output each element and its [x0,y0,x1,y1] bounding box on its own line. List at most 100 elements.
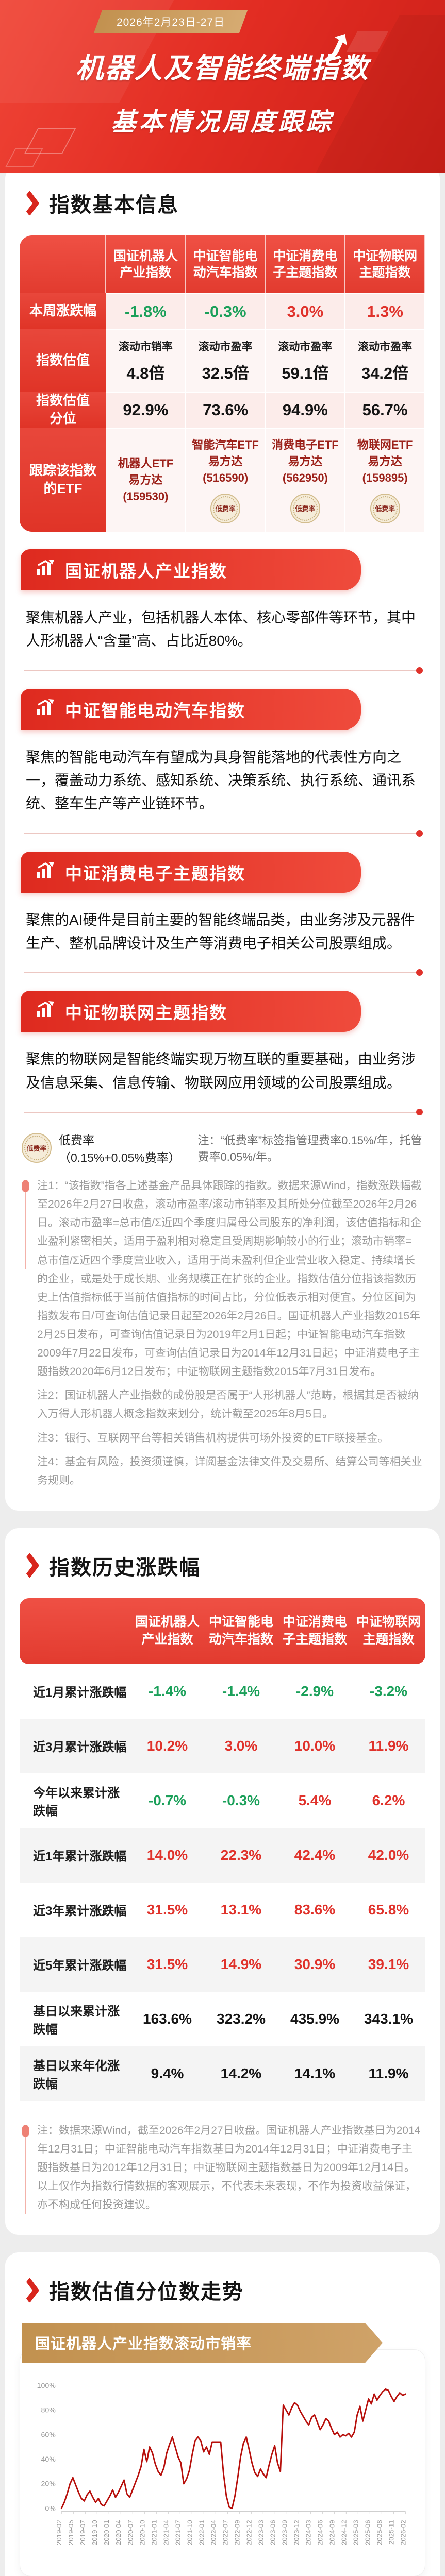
weekly-change-value: -0.3% [186,293,266,329]
index-title-pill: 国证机器人产业指数 [21,549,361,590]
index-title-pill: 中证物联网主题指数 [21,991,361,1032]
period-return-value: 11.9% [368,1737,409,1754]
index-description-list: 国证机器人产业指数聚焦机器人产业，包括机器人本体、核心零部件等环节，其中人形机器… [20,549,425,1116]
header-banner: 2026年2月23日-27日 机器人及智能终端指数 基本情况周度跟踪 [0,0,445,173]
index-column-header: 中证物联网 主题指数 [345,235,425,293]
index-description-text: 聚焦机器人产业，包括机器人本体、核心零部件等环节，其中人形机器人“含量”高、占比… [26,609,416,649]
svg-text:2025-08: 2025-08 [375,2520,383,2546]
svg-text:2019-07: 2019-07 [79,2520,87,2546]
index-title-pill: 中证消费电子主题指数 [21,851,361,893]
etf-name-line: 易方达 [368,455,402,468]
period-return-value: 14.1% [294,2065,336,2081]
chevron-icon [20,2277,40,2303]
index-column-header: 中证消费电 子主题指数 [282,1615,347,1647]
etf-name-line: 物联网ETF [357,438,413,452]
svg-text:2022-01: 2022-01 [197,2520,205,2546]
pin-marker-icon [22,1180,29,1270]
low-fee-badge-icon: 低费率 [290,493,320,523]
section-title: 指数估值分位数走势 [49,2281,244,2304]
period-return-value: -3.2% [369,1683,408,1699]
chart-title-banner: 国证机器人产业指数滚动市销率 [22,2323,383,2363]
period-return-value: 14.9% [220,1956,262,1972]
table-row: 今年以来累计涨跌幅 -0.7% -0.3% 5.4% 6.2% [20,1773,425,1828]
weekly-change-value: -1.8% [106,293,186,329]
valuation-chart-block: 国证机器人产业指数滚动市销率 0% 20% 40% 60% 80% 100% 2019-02 2… [20,2323,425,2576]
table-row: 近3月累计涨跌幅 10.2% 3.0% 10.0% 11.9% [20,1718,425,1773]
note-paragraph: 注4：基金有风险，投资须谨慎，详阅基金法律文件及交易所、结算公司等相关业务规则。 [37,1455,422,1486]
history-note: 注：数据来源Wind，截至2026年2月27日收盘。国证机器人产业指数基日为20… [22,2122,422,2215]
index-title-text: 中证智能电动汽车指数 [65,701,245,720]
trend-chart-icon [36,699,56,720]
svg-text:2021-10: 2021-10 [186,2520,193,2546]
etf-cell: 物联网ETF 易方达 (159895) 低费率 [345,428,425,532]
table-row: 近5年累计涨跌幅 31.5% 14.9% 30.9% 39.1% [20,1937,425,1992]
valuation-metric-name: 滚动市盈率 [358,341,413,353]
low-fee-badge-icon: 低费率 [210,493,241,523]
valuation-multiple: 4.8倍 [126,364,165,382]
svg-text:2023-03: 2023-03 [257,2520,265,2546]
percent-value: 73.6% [203,401,249,419]
index-column-header: 中证智能电 动汽车指数 [208,1615,273,1647]
valuation-metric-name: 滚动市销率 [118,341,173,353]
date-range-text: 2026年2月23日-27日 [117,16,225,28]
etf-name-line: 易方达 [288,455,322,468]
etf-cell: 机器人ETF 易方达 (159530) [106,428,186,532]
period-return-value: -0.3% [222,1792,260,1808]
svg-text:2025-03: 2025-03 [352,2520,359,2546]
divider-with-dot [24,1109,423,1116]
svg-text:2024-06: 2024-06 [316,2520,324,2546]
svg-text:2021-01: 2021-01 [150,2520,158,2546]
period-return-value: 39.1% [368,1956,409,1972]
fee-legend: 低费率 低费率（0.15%+0.05%费率） 注：“低费率”标签指管理费率0.1… [22,1130,423,1165]
charts-container: 国证机器人产业指数滚动市销率 0% 20% 40% 60% 80% 100% 2019-02 2… [20,2323,425,2576]
etf-name-line: (562950) [282,471,328,484]
row-label-percentile: 指数估值 分位 [20,392,106,428]
etf-name-line: 易方达 [208,455,243,468]
svg-text:2019-05: 2019-05 [67,2520,75,2546]
period-return-value: 435.9% [290,2010,339,2027]
chevron-icon [20,1552,40,1579]
divider-with-dot [24,667,423,674]
etf-name-line: 消费电子ETF [272,438,339,452]
percentile-value: 94.9% [266,392,346,428]
index-description-text: 聚焦的物联网是智能终端实现万物互联的重要基础，由业务涉及信息采集、信息传输、物联… [26,1051,416,1091]
weekly-change-value: 3.0% [266,293,346,329]
section-title: 指数历史涨跌幅 [49,1556,201,1579]
svg-text:80%: 80% [41,2406,56,2415]
svg-text:2024-03: 2024-03 [304,2520,312,2546]
period-label: 近5年累计涨跌幅 [33,1959,127,1973]
period-return-value: -1.4% [148,1683,187,1699]
svg-text:2025-06: 2025-06 [364,2520,371,2546]
trend-chart-icon [36,559,56,581]
percent-value: -0.3% [204,302,246,320]
percentile-value: 73.6% [186,392,266,428]
period-label: 今年以来累计涨跌幅 [33,1786,120,1818]
index-column-header: 中证消费电 子主题指数 [266,235,346,293]
svg-text:2020-10: 2020-10 [138,2520,146,2546]
date-range-badge: 2026年2月23日-27日 [93,10,248,33]
period-return-value: 22.3% [220,1846,262,1863]
divider-with-dot [24,969,423,976]
page-title-line2: 基本情况周度跟踪 [111,109,334,136]
percent-value: 94.9% [282,401,328,419]
period-label: 近1月累计涨跌幅 [33,1686,127,1700]
period-return-value: -1.4% [222,1683,260,1699]
row-label-weekly-change: 本周涨跌幅 [20,293,106,329]
period-return-value: -2.9% [295,1683,334,1699]
percent-value: -1.8% [124,302,167,320]
index-description-block: 中证物联网主题指数聚焦的物联网是智能终端实现万物互联的重要基础，由业务涉及信息采… [21,991,424,1116]
etf-name-line: (516590) [203,471,249,484]
percentile-line-chart: 0% 20% 40% 60% 80% 100% 2019-02 2019-05 2019-07 2… [37,2382,407,2546]
index-title-text: 国证机器人产业指数 [65,561,227,581]
period-return-value: 42.4% [294,1846,336,1863]
svg-text:40%: 40% [41,2455,56,2464]
index-title-pill: 中证智能电动汽车指数 [21,688,361,730]
weekly-change-value: 1.3% [345,293,425,329]
svg-text:60%: 60% [41,2431,56,2439]
period-label: 基日以来累计涨跌幅 [33,2004,120,2037]
trend-chart-icon [36,1001,56,1022]
table-corner-cell [20,235,106,293]
valuation-multiple: 59.1倍 [282,364,329,382]
note-paragraph: 注2：国证机器人产业指数的成份股是否属于“人形机器人”范畴，根据其是否被纳入万得… [37,1389,419,1420]
percentile-value: 56.7% [345,392,425,428]
